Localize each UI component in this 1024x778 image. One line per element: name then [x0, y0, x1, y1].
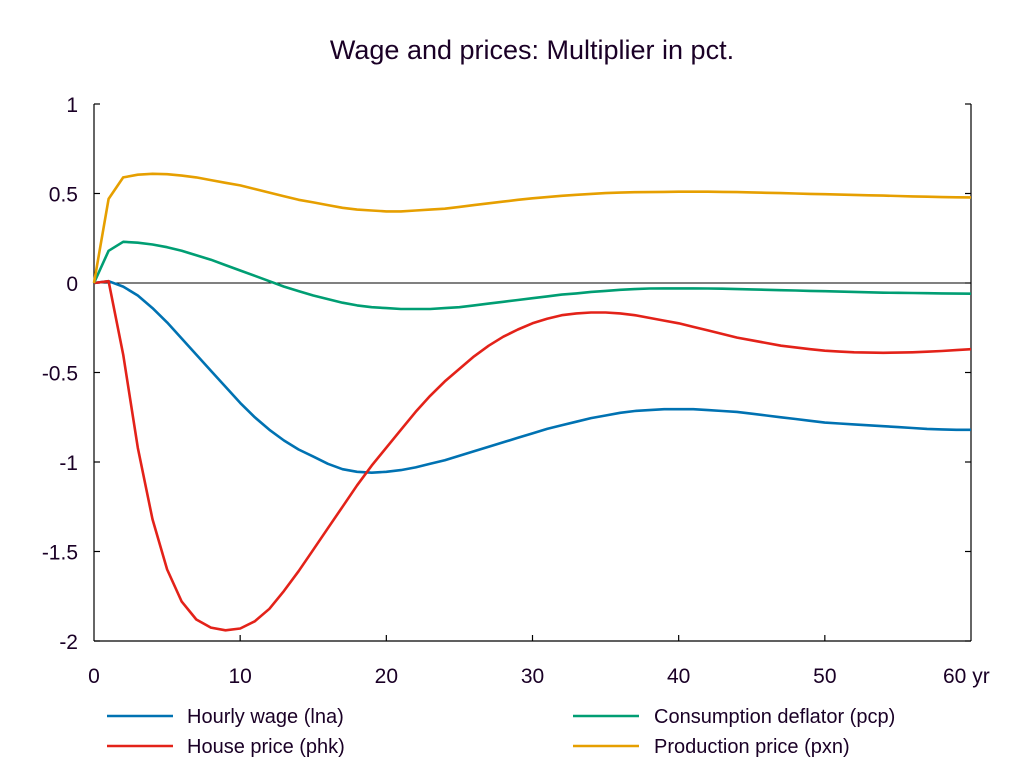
plot-area: 1 0.5 0 -0.5 -1 -1.5 -2 0 10 20 30 40 50 60 yr	[42, 94, 990, 688]
x-tick-label: 0	[88, 665, 100, 688]
series-line-house-price	[93, 279, 972, 632]
y-ticks: 1 0.5 0 -0.5 -1 -1.5 -2	[42, 94, 971, 654]
y-tick-label: 0.5	[49, 184, 78, 207]
x-tick-label: 60 yr	[943, 665, 990, 688]
legend-label: Production price (pxn)	[654, 736, 850, 758]
x-ticks: 0 10 20 30 40 50 60 yr	[88, 635, 990, 688]
legend: Hourly wage (lna) House price (phk) Consum…	[107, 706, 895, 758]
legend-item: Production price (pxn)	[573, 736, 850, 758]
legend-label: Hourly wage (lna)	[187, 706, 344, 728]
x-tick-label: 40	[667, 665, 690, 688]
x-tick-label: 50	[813, 665, 836, 688]
series-line-consumption-deflator	[92, 240, 972, 311]
x-tick-label: 20	[375, 665, 398, 688]
series-line-production-price	[92, 172, 972, 284]
x-tick-label: 30	[521, 665, 544, 688]
y-tick-label: 0	[66, 273, 78, 296]
y-tick-label: -1	[59, 452, 78, 475]
series-lines	[92, 172, 972, 632]
legend-item: Hourly wage (lna)	[107, 706, 344, 728]
x-tick-label: 10	[228, 665, 251, 688]
legend-label: Consumption deflator (pcp)	[654, 706, 895, 728]
y-tick-label: -1.5	[42, 542, 78, 565]
legend-label: House price (phk)	[187, 736, 345, 758]
legend-item: Consumption deflator (pcp)	[573, 706, 895, 728]
y-tick-label: -2	[59, 631, 78, 654]
plot-frame	[94, 104, 971, 641]
chart-title: Wage and prices: Multiplier in pct.	[330, 35, 734, 65]
y-tick-label: -0.5	[42, 363, 78, 386]
legend-item: House price (phk)	[107, 736, 345, 758]
y-tick-label: 1	[66, 94, 78, 117]
series-line-hourly-wage	[93, 279, 971, 475]
